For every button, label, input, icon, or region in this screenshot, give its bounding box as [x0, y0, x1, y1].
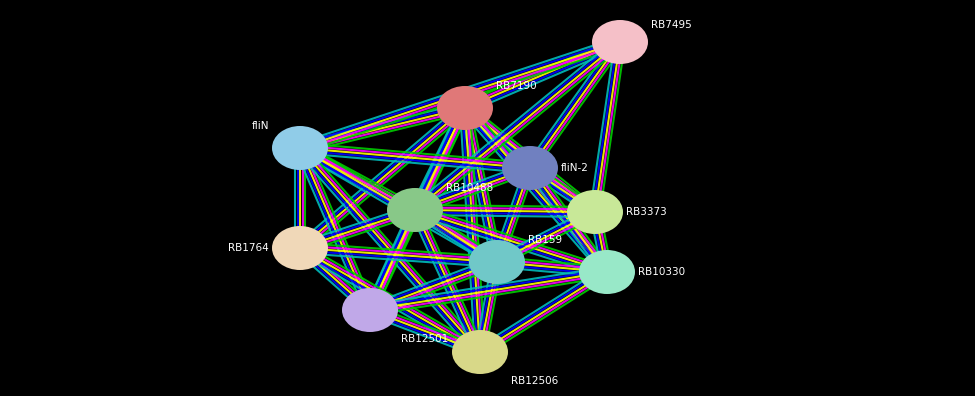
Text: RB12501: RB12501: [401, 334, 448, 344]
Text: RB12506: RB12506: [511, 376, 559, 386]
Ellipse shape: [387, 188, 443, 232]
Ellipse shape: [469, 240, 525, 284]
Text: RB7495: RB7495: [651, 20, 691, 30]
Text: fliN: fliN: [252, 121, 269, 131]
Ellipse shape: [342, 288, 398, 332]
Text: RB159: RB159: [528, 235, 563, 245]
Ellipse shape: [567, 190, 623, 234]
Ellipse shape: [502, 146, 558, 190]
Ellipse shape: [579, 250, 635, 294]
Text: RB1764: RB1764: [228, 243, 269, 253]
Text: RB3373: RB3373: [626, 207, 667, 217]
Ellipse shape: [272, 226, 328, 270]
Ellipse shape: [592, 20, 648, 64]
Ellipse shape: [272, 126, 328, 170]
Text: fliN-2: fliN-2: [561, 163, 589, 173]
Text: RB10488: RB10488: [446, 183, 493, 193]
Ellipse shape: [452, 330, 508, 374]
Ellipse shape: [437, 86, 493, 130]
Text: RB10330: RB10330: [638, 267, 685, 277]
Text: RB7190: RB7190: [496, 81, 536, 91]
